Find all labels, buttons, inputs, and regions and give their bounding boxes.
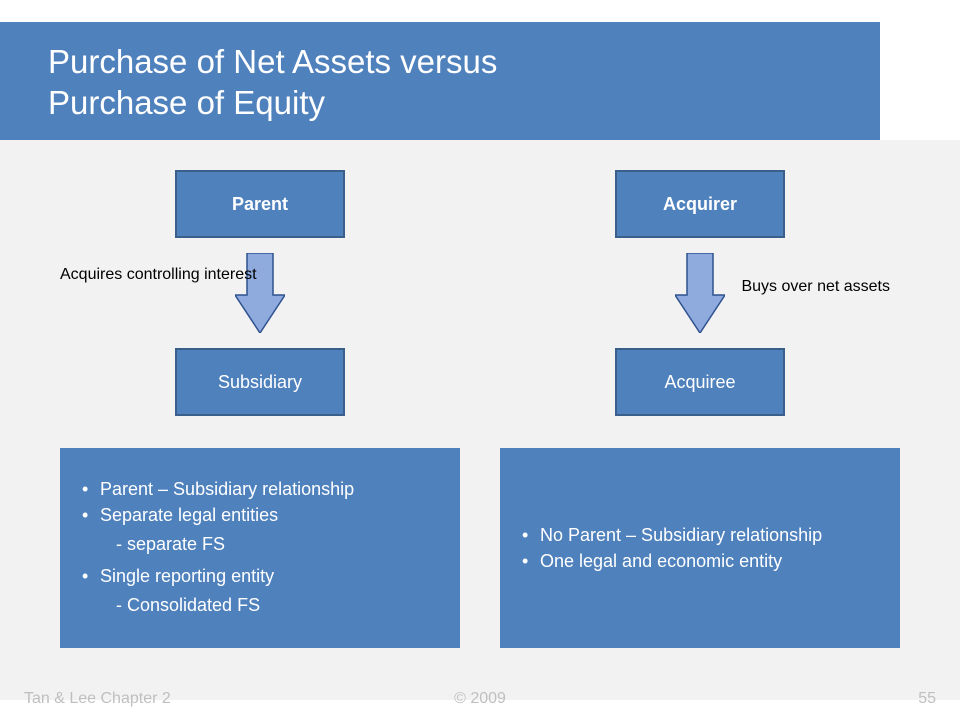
columns: Parent Acquires controlling interest Sub… [60,170,900,648]
left-arrow-wrap: Acquires controlling interest [60,238,460,348]
footer-left: Tan & Lee Chapter 2 [24,690,171,708]
content-area: Parent Acquires controlling interest Sub… [0,140,960,658]
list-item: Parent – Subsidiary relationship [82,479,438,500]
list-subitem: - Consolidated FS [82,595,438,616]
list-subitem: - separate FS [82,534,438,555]
subsidiary-box: Subsidiary [175,348,345,416]
acquirer-box-label: Acquirer [663,194,737,215]
right-column: Acquirer Buys over net assets Acquiree N… [500,170,900,648]
left-column: Parent Acquires controlling interest Sub… [60,170,460,648]
acquirer-box: Acquirer [615,170,785,238]
footer-right: 55 [918,690,936,708]
down-arrow-icon [235,253,285,333]
acquiree-box-label: Acquiree [664,372,735,393]
slide-title: Purchase of Net Assets versus Purchase o… [48,41,497,124]
parent-box: Parent [175,170,345,238]
left-panel: Parent – Subsidiary relationship Separat… [60,448,460,648]
right-arrow-wrap: Buys over net assets [500,238,900,348]
left-arrow-label: Acquires controlling interest [60,266,257,284]
list-item: Single reporting entity [82,566,438,587]
right-arrow-label: Buys over net assets [741,278,890,296]
list-item: No Parent – Subsidiary relationship [522,525,878,546]
down-arrow-icon [675,253,725,333]
parent-box-label: Parent [232,194,288,215]
acquiree-box: Acquiree [615,348,785,416]
list-item: One legal and economic entity [522,551,878,572]
footer-center: © 2009 [454,690,506,708]
left-panel-list2: Single reporting entity [82,561,438,592]
subsidiary-box-label: Subsidiary [218,372,302,393]
right-panel-list: No Parent – Subsidiary relationship One … [522,520,878,577]
title-bar: Purchase of Net Assets versus Purchase o… [0,22,880,142]
left-panel-list: Parent – Subsidiary relationship Separat… [82,474,438,531]
right-panel: No Parent – Subsidiary relationship One … [500,448,900,648]
footer: Tan & Lee Chapter 2 © 2009 55 [0,690,960,708]
list-item: Separate legal entities [82,505,438,526]
